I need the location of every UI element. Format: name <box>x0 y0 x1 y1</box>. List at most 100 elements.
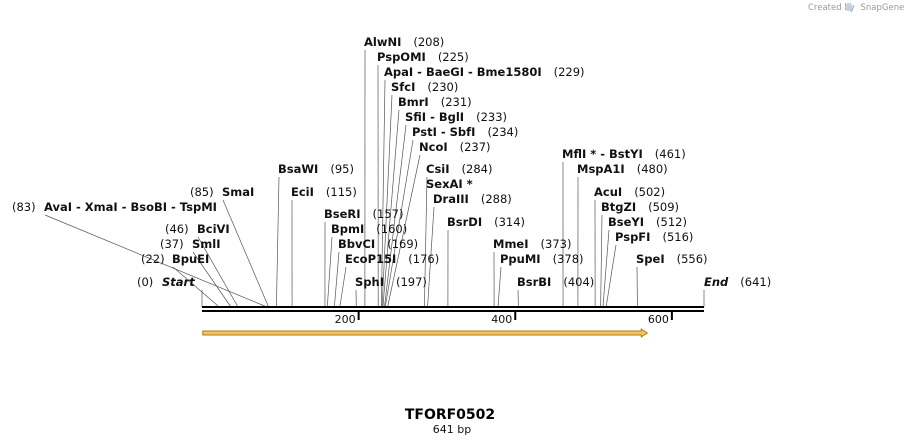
leader-lines <box>44 49 705 308</box>
site-sphi[interactable]: SphI (197) <box>355 275 427 289</box>
ruler: 200 400 600 <box>335 312 673 326</box>
site-position-bseyi: (512) <box>656 215 687 229</box>
site-bpuei[interactable]: BpuEI (22) <box>141 252 209 266</box>
site-sexai[interactable]: SexAI * <box>426 177 473 191</box>
snapgene-logo-icon <box>845 3 853 11</box>
site-name-draiii: DraIII <box>433 192 469 206</box>
site-name-apai: ApaI - BaeGI - Bme1580I <box>384 65 542 79</box>
feature-arrow[interactable] <box>202 328 649 338</box>
leader-line-btgzi <box>600 214 603 308</box>
site-beseri[interactable]: BseRI (157) <box>324 207 403 221</box>
site-end[interactable]: End (641) <box>704 275 771 289</box>
site-draiii[interactable]: DraIII (288) <box>433 192 512 206</box>
site-bmri[interactable]: BmrI (231) <box>398 95 472 109</box>
site-position-sfii: (233) <box>476 110 507 124</box>
site-name-bsrbi: BsrBI <box>517 275 551 289</box>
site-sfii[interactable]: SfiI - BglI (233) <box>405 110 507 124</box>
site-name-mfli: MflI * - BstYI <box>562 147 643 161</box>
site-position-bpuei: (22) <box>141 252 165 266</box>
site-apai[interactable]: ApaI - BaeGI - Bme1580I (229) <box>384 65 585 79</box>
site-position-csii: (284) <box>462 162 493 176</box>
site-csii[interactable]: CsiI (284) <box>426 162 492 176</box>
leader-line-apai <box>380 79 386 308</box>
site-position-ecop15i: (176) <box>408 252 439 266</box>
leader-line-smli <box>192 251 232 308</box>
leader-line-avai <box>44 214 268 308</box>
sequence-title: TFORF0502 <box>405 407 495 423</box>
site-bcivi[interactable]: BciVI (46) <box>165 222 230 236</box>
leader-line-bmri <box>382 109 400 308</box>
site-name-mspa1i: MspA1I <box>577 162 625 176</box>
site-position-smli: (37) <box>160 237 184 251</box>
credit-brand: SnapGene <box>860 3 904 13</box>
site-bsawi[interactable]: BsaWI (95) <box>278 162 354 176</box>
site-bsrdi[interactable]: BsrDI (314) <box>447 215 525 229</box>
leader-line-bcivi <box>197 236 239 308</box>
site-name-acui: AcuI <box>594 185 622 199</box>
site-position-pspomi: (225) <box>438 50 469 64</box>
site-position-ppumi: (378) <box>553 252 584 266</box>
leader-line-ecop15i <box>339 266 347 308</box>
site-psti[interactable]: PstI - SbfI (234) <box>412 125 518 139</box>
leader-line-bsawi <box>276 176 280 308</box>
site-bpmi[interactable]: BpmI (160) <box>331 222 407 236</box>
site-btgzi[interactable]: BtgZI (509) <box>601 200 679 214</box>
site-position-acui: (502) <box>634 185 665 199</box>
site-alwni[interactable]: AlwNI (208) <box>364 35 444 49</box>
site-position-mfli: (461) <box>655 147 686 161</box>
ruler-tick-label: 200 <box>335 313 356 326</box>
site-ecop15i[interactable]: EcoP15I (176) <box>345 252 439 266</box>
site-pspomi[interactable]: PspOMI (225) <box>377 50 469 64</box>
site-pspfi[interactable]: PspFI (516) <box>615 230 693 244</box>
site-position-sfci: (230) <box>427 80 458 94</box>
site-ecii[interactable]: EciI (115) <box>291 185 357 199</box>
site-acui[interactable]: AcuI (502) <box>594 185 665 199</box>
site-position-bsawi: (95) <box>330 162 354 176</box>
site-name-bsawi: BsaWI <box>278 162 318 176</box>
site-position-bsrdi: (314) <box>494 215 525 229</box>
site-name-sphi: SphI <box>355 275 384 289</box>
leader-line-draiii <box>427 206 435 308</box>
leader-line-sfci <box>381 94 393 308</box>
site-name-bseyi: BseYI <box>608 215 644 229</box>
site-position-psti: (234) <box>487 125 518 139</box>
site-position-bsrbi: (404) <box>563 275 594 289</box>
site-ncoi[interactable]: NcoI (237) <box>419 140 491 154</box>
site-name-ppumi: PpuMI <box>500 252 541 266</box>
site-position-start: (0) <box>137 275 153 289</box>
site-mmei[interactable]: MmeI (373) <box>493 237 571 251</box>
site-name-btgzi: BtgZI <box>601 200 636 214</box>
site-sfci[interactable]: SfcI (230) <box>391 80 458 94</box>
credit-text: Created by SnapGene <box>808 3 904 13</box>
site-name-ecop15i: EcoP15I <box>345 252 396 266</box>
site-bsrbi[interactable]: BsrBI (404) <box>517 275 594 289</box>
site-name-bmri: BmrI <box>398 95 429 109</box>
site-position-ncoi: (237) <box>460 140 491 154</box>
site-name-psti: PstI - SbfI <box>412 125 475 139</box>
site-smai[interactable]: SmaI (85) <box>190 185 254 199</box>
site-position-apai: (229) <box>554 65 585 79</box>
site-position-spei: (556) <box>677 252 708 266</box>
site-position-smai: (85) <box>190 185 214 199</box>
site-ppumi[interactable]: PpuMI (378) <box>500 252 584 266</box>
site-spei[interactable]: SpeI (556) <box>636 252 708 266</box>
ruler-tick-label: 400 <box>491 313 512 326</box>
site-bbvci[interactable]: BbvCI (169) <box>338 237 418 251</box>
site-mfli[interactable]: MflI * - BstYI (461) <box>562 147 686 161</box>
orf-feature-arrow[interactable] <box>202 328 649 338</box>
leader-line-csii <box>424 176 428 308</box>
site-smli[interactable]: SmlI (37) <box>160 237 221 251</box>
site-name-end: End <box>704 275 729 289</box>
site-start[interactable]: Start (0) <box>137 275 195 289</box>
site-name-smai: SmaI <box>222 185 254 199</box>
site-position-alwni: (208) <box>413 35 444 49</box>
site-position-pspfi: (516) <box>662 230 693 244</box>
site-bseyi[interactable]: BseYI (512) <box>608 215 687 229</box>
site-name-pspfi: PspFI <box>615 230 650 244</box>
site-mspa1i[interactable]: MspA1I (480) <box>577 162 668 176</box>
site-name-csii: CsiI <box>426 162 450 176</box>
site-name-bsrdi: BsrDI <box>447 215 482 229</box>
site-name-bpuei: BpuEI <box>172 252 209 266</box>
site-avai[interactable]: AvaI - XmaI - BsoBI - TspMI (83) <box>12 200 217 214</box>
leader-line-ncoi <box>387 154 421 308</box>
